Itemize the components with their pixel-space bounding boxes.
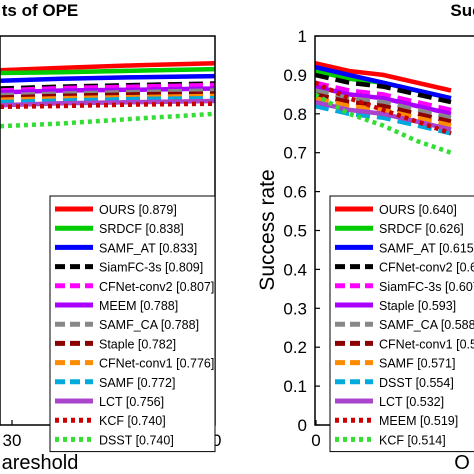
left-chart: ts of OPE 304050 areshold OURS [0.879]SR… [0,1,221,474]
right-x-tick-label-0: 0 [311,431,320,450]
right-y-tick-label-3: 0.3 [283,299,307,318]
left-series-line-11 [0,101,216,110]
left-legend-label-5: MEEM [0.788] [99,299,178,313]
left-series-group [0,60,216,129]
left-series-line-0 [0,60,216,73]
left-legend-label-1: SRDCF [0.838] [99,222,184,236]
left-legend-label-3: SiamFC-3s [0.809] [99,261,203,275]
right-chart-title: Suc [450,1,474,20]
right-legend-label-10: LCT [0.532] [379,395,444,409]
right-y-tick-label-9: 0.9 [283,66,307,85]
left-series-line-12 [0,111,216,129]
right-y-tick-label-8: 0.8 [283,105,307,124]
right-legend-label-9: DSST [0.554] [379,376,454,390]
right-series-line-0 [314,61,452,93]
right-series-line-9 [314,103,452,136]
left-legend-label-9: SAMF [0.772] [99,376,175,390]
left-legend-label-10: LCT [0.756] [99,395,164,409]
left-legend-label-7: Staple [0.782] [99,337,176,351]
left-series-line-7 [0,91,216,100]
right-legend-label-3: CFNet-conv2 [0.611] [379,261,474,275]
right-legend-label-6: SAMF_CA [0.588] [379,318,474,332]
right-legend-label-2: SAMF_AT [0.615] [379,241,474,255]
right-chart: Suc 0 0.1 0.2 0.3 0.4 0.5 0.6 0.7 0.8 0.9 1 0 0.2 0.… [256,1,474,474]
right-y-tick-label-0: 0 [298,416,307,435]
left-series-line-9 [0,95,216,105]
left-legend-label-12: DSST [0.740] [99,433,174,447]
right-series-line-3 [314,72,452,105]
right-legend-label-1: SRDCF [0.626] [379,222,464,236]
left-legend-label-6: SAMF_CA [0.788] [99,318,199,332]
left-x-axis-label: areshold [2,452,79,474]
right-legend-label-11: MEEM [0.519] [379,414,458,428]
right-y-tick-label-5: 0.5 [283,222,307,241]
right-legend-label-0: OURS [0.640] [379,203,457,217]
right-series-line-6 [314,88,452,120]
right-series-line-11 [314,80,452,136]
right-legend-label-12: KCF [0.514] [379,433,446,447]
right-x-axis-label: O [454,452,470,474]
right-legend-label-7: CFNet-conv1 [0.578] [379,337,474,351]
left-legend-label-2: SAMF_AT [0.833] [99,241,197,255]
right-y-tick-label-6: 0.6 [283,183,307,202]
left-legend-label-11: KCF [0.740] [99,414,166,428]
left-legend-label-0: OURS [0.879] [99,203,177,217]
right-series-line-2 [314,64,452,101]
right-y-ticks: 0 0.1 0.2 0.3 0.4 0.5 0.6 0.7 0.8 0.9 1 [283,27,320,435]
left-legend-label-4: CFNet-conv2 [0.807] [99,280,214,294]
right-legend-label-5: Staple [0.593] [379,299,456,313]
right-series-line-12 [313,92,452,155]
right-legend: OURS [0.640] SRDCF [0.626] SAMF_AT [0.615]… [329,195,474,453]
right-y-tick-label-4: 0.4 [283,260,307,279]
left-series-line-2 [0,73,216,83]
right-y-tick-label-10: 1 [298,27,307,46]
right-legend-label-8: SAMF [0.571] [379,357,455,371]
right-y-tick-label-2: 0.2 [283,338,307,357]
right-y-axis-label: Success rate [256,169,279,290]
left-series-line-1 [0,66,216,76]
right-y-tick-label-7: 0.7 [283,144,307,163]
right-legend-label-4: SiamFC-3s [0.607] [379,280,474,294]
right-y-tick-label-1: 0.1 [283,377,307,396]
left-series-line-6 [0,88,216,98]
left-legend: OURS [0.879] SRDCF [0.838] SAMF_AT [0.833]… [49,195,216,453]
left-series-line-10 [0,98,216,108]
right-series-group [313,61,452,155]
right-series-line-7 [314,92,452,124]
right-series-line-4 [314,80,452,113]
left-legend-label-8: CFNet-conv1 [0.776] [99,357,214,371]
left-x-tick-label-0: 30 [3,431,22,450]
left-chart-title: ts of OPE [2,1,79,20]
